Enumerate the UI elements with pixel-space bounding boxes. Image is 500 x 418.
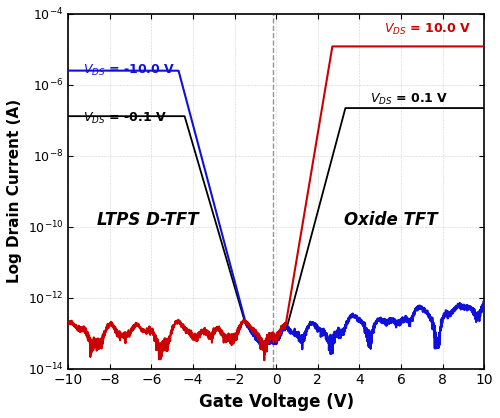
Text: Oxide TFT: Oxide TFT: [344, 211, 438, 229]
Text: $V_{DS}$ = -10.0 V: $V_{DS}$ = -10.0 V: [83, 63, 175, 78]
Y-axis label: Log Drain Current (A): Log Drain Current (A): [7, 99, 22, 283]
Text: $V_{DS}$ = -0.1 V: $V_{DS}$ = -0.1 V: [83, 111, 166, 126]
Text: $V_{DS}$ = 0.1 V: $V_{DS}$ = 0.1 V: [370, 92, 448, 107]
Text: $V_{DS}$ = 10.0 V: $V_{DS}$ = 10.0 V: [384, 22, 472, 37]
Text: LTPS D-TFT: LTPS D-TFT: [96, 211, 198, 229]
X-axis label: Gate Voltage (V): Gate Voltage (V): [198, 393, 354, 411]
